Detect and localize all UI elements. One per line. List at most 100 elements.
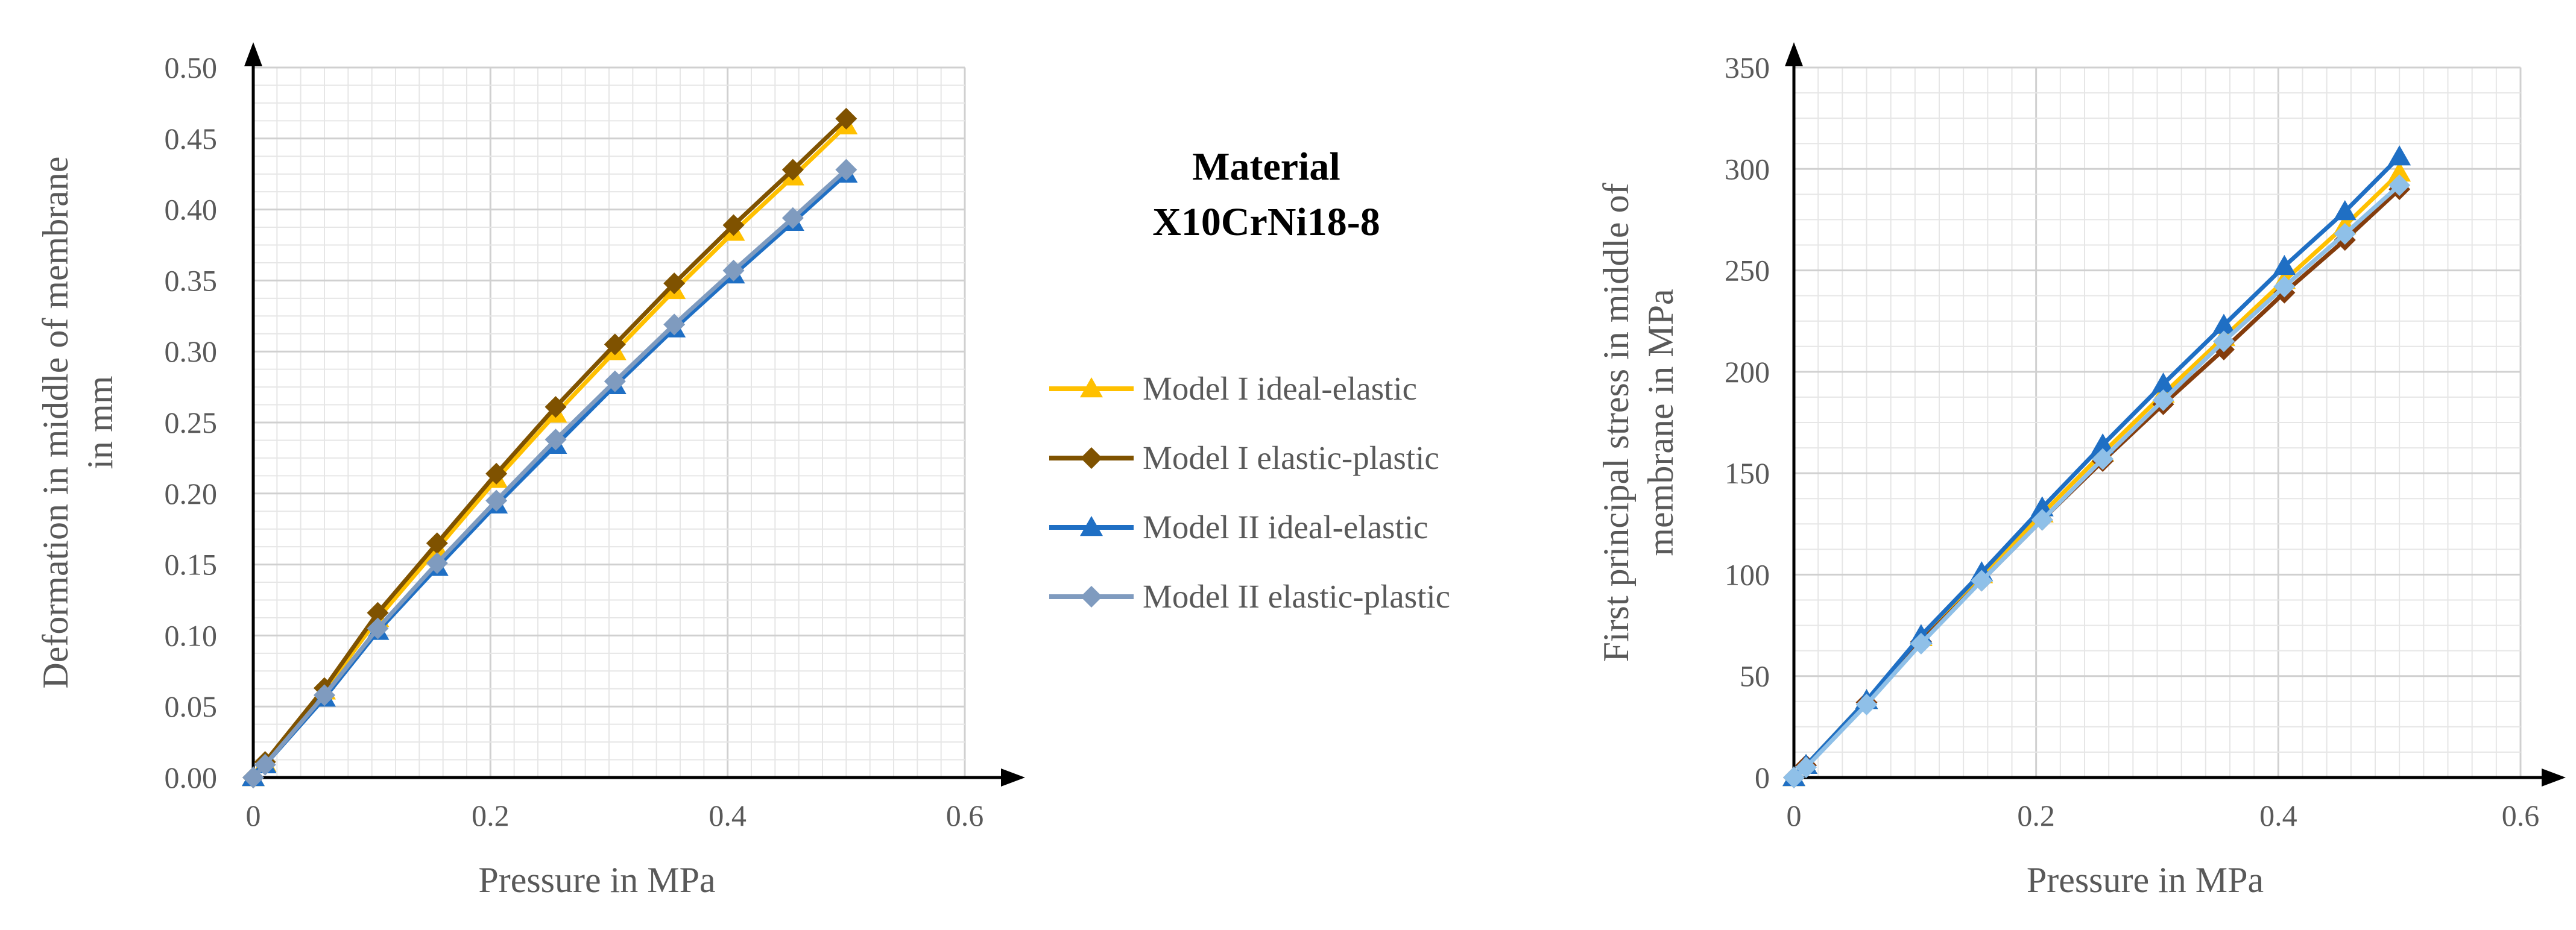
legend-marker xyxy=(1080,377,1103,398)
stress-y-tick-label: 100 xyxy=(1725,558,1770,591)
deformation-data-point xyxy=(604,333,626,356)
stress-x-tick-label: 0.4 xyxy=(2259,799,2297,832)
deformation-data-point xyxy=(835,159,857,181)
deformation-y-axis-arrow xyxy=(244,42,262,66)
deformation-x-tick-label: 0.4 xyxy=(709,799,747,832)
stress-series-4 xyxy=(1783,174,2411,788)
deformation-y-tick-label: 0.15 xyxy=(165,548,218,582)
deformation-data-point xyxy=(242,767,264,788)
deformation-y-tick-label: 0.50 xyxy=(165,51,218,84)
stress-data-point xyxy=(2388,162,2411,182)
stress-y-tick-label: 50 xyxy=(1740,659,1770,693)
legend-label: Model II ideal-elastic xyxy=(1143,509,1428,545)
stress-data-point xyxy=(2334,222,2356,245)
deformation-data-point xyxy=(835,107,857,130)
stress-y-axis-arrow xyxy=(1785,42,1803,66)
stress-data-point xyxy=(2092,448,2114,470)
stress-data-point xyxy=(2091,433,2115,454)
stress-data-point xyxy=(2388,145,2411,166)
deformation-data-point xyxy=(426,532,448,555)
deformation-y-tick-label: 0.20 xyxy=(165,477,218,511)
stress-data-point xyxy=(1910,632,1932,655)
stress-data-point xyxy=(2273,275,2296,298)
stress-data-point xyxy=(1783,767,1805,788)
deformation-y-tick-label: 0.45 xyxy=(165,122,218,156)
legend-entry: Model II ideal-elastic xyxy=(1049,509,1428,545)
legend-marker xyxy=(1080,516,1103,536)
deformation-series-line xyxy=(251,168,848,779)
stress-y-tick-label: 350 xyxy=(1725,51,1770,84)
deformation-y-tick-label: 0.30 xyxy=(165,335,218,368)
deformation-data-point xyxy=(367,602,389,624)
deformation-y-axis-title-line1: Deformation in middle of membrane xyxy=(36,156,75,688)
stress-data-point xyxy=(2152,389,2174,411)
deformation-y-tick-label: 0.35 xyxy=(165,263,218,297)
deformation-data-point xyxy=(722,259,745,281)
deformation-data-point xyxy=(663,313,686,336)
stress-data-point xyxy=(2212,313,2235,334)
legend-label: Model I ideal-elastic xyxy=(1143,370,1417,407)
legend-entry: Model II elastic-plastic xyxy=(1049,578,1450,615)
deformation-y-tick-label: 0.40 xyxy=(165,193,218,227)
legend: Model I ideal-elastic Model I elastic-pla… xyxy=(1049,370,1450,615)
material-title: Material X10CrNi18-8 xyxy=(1152,145,1380,244)
deformation-chart: 0 0.2 0.4 0.6 0.00 0.05 0.10 0.15 0.20 0.25 0.30 0.… xyxy=(36,42,1025,900)
stress-data-point xyxy=(2273,254,2296,275)
deformation-data-point xyxy=(485,489,508,512)
legend-marker xyxy=(1081,586,1102,608)
deformation-series-3 xyxy=(242,162,858,787)
stress-data-point xyxy=(1971,570,1993,592)
deformation-series-line xyxy=(251,117,848,779)
legend-entry: Model I elastic-plastic xyxy=(1049,439,1439,476)
deformation-data-point xyxy=(663,272,686,295)
stress-y-tick-label: 300 xyxy=(1725,152,1770,186)
stress-x-axis-title: Pressure in MPa xyxy=(2027,860,2264,900)
deformation-data-point xyxy=(545,396,567,418)
legend-label: Model I elastic-plastic xyxy=(1143,439,1439,476)
deformation-data-point xyxy=(254,753,276,776)
deformation-x-tick-label: 0.2 xyxy=(472,799,510,832)
deformation-x-tick-label: 0 xyxy=(246,799,261,832)
stress-series-line xyxy=(1792,155,2401,779)
deformation-data-point xyxy=(485,462,508,485)
stress-x-tick-label: 0.2 xyxy=(2017,799,2055,832)
stress-data-point xyxy=(2388,174,2411,196)
stress-data-point xyxy=(2212,330,2235,353)
deformation-y-axis-title-line2: in mm xyxy=(80,375,120,469)
stress-data-point xyxy=(1855,693,1878,715)
stress-series-line xyxy=(1792,183,2401,779)
deformation-data-point xyxy=(604,370,626,392)
material-title-line2: X10CrNi18-8 xyxy=(1152,200,1380,244)
stress-x-tick-label: 0 xyxy=(1787,799,1802,832)
deformation-data-point xyxy=(545,429,567,451)
deformation-data-point xyxy=(781,207,804,229)
deformation-axes xyxy=(244,42,1025,787)
deformation-y-tick-label: 0.05 xyxy=(165,690,218,723)
deformation-data-point xyxy=(426,552,448,574)
stress-chart: 0 0.2 0.4 0.6 0 50 100 150 200 250 300 350 Pressure … xyxy=(1596,42,2566,900)
stress-y-tick-label: 250 xyxy=(1725,254,1770,287)
stress-x-axis-arrow xyxy=(2542,768,2566,787)
stress-y-axis-title-line2: membrane in MPa xyxy=(1641,289,1681,556)
stress-y-tick-label: 0 xyxy=(1755,761,1770,794)
stress-data-point xyxy=(2333,200,2357,221)
stress-data-point xyxy=(2151,372,2175,393)
deformation-data-point xyxy=(722,214,745,236)
legend-label: Model II elastic-plastic xyxy=(1143,578,1450,615)
stress-x-tick-label: 0.6 xyxy=(2502,799,2540,832)
stress-y-tick-label: 200 xyxy=(1725,355,1770,389)
stress-y-tick-label: 150 xyxy=(1725,456,1770,490)
stress-y-axis-title-line1: First principal stress in middle of xyxy=(1596,183,1636,662)
deformation-data-point xyxy=(367,617,389,639)
deformation-y-tick-label: 0.10 xyxy=(165,618,218,652)
deformation-y-tick-label: 0.00 xyxy=(165,761,218,794)
stress-axes xyxy=(1785,42,2566,787)
legend-entry: Model I ideal-elastic xyxy=(1049,370,1417,407)
stress-series-line xyxy=(1792,187,2401,779)
deformation-x-tick-label: 0.6 xyxy=(946,799,984,832)
deformation-x-axis-title: Pressure in MPa xyxy=(478,860,715,900)
deformation-series-4 xyxy=(242,159,857,788)
legend-marker xyxy=(1081,447,1102,469)
deformation-x-axis-arrow xyxy=(1001,768,1025,787)
